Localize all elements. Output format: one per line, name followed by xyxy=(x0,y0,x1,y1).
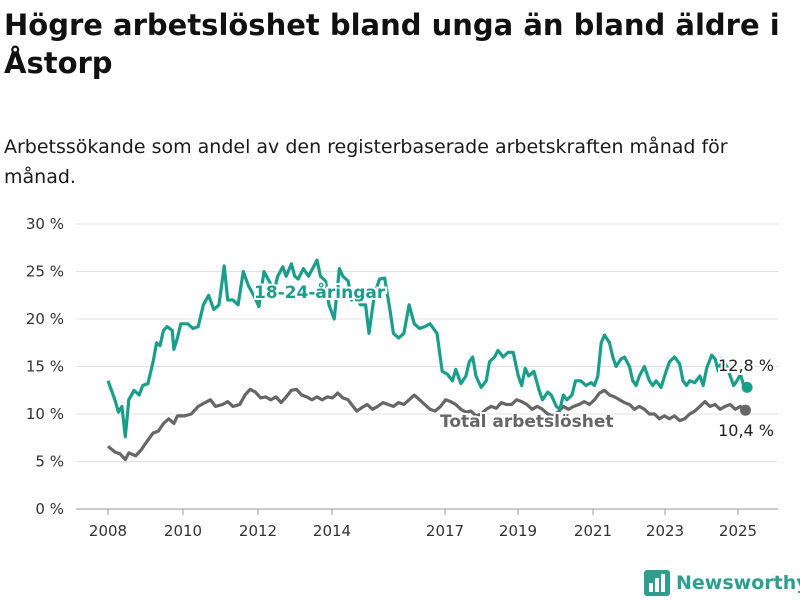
x-tick-label: 2025 xyxy=(719,522,757,540)
series-name-label: 18-24-åringar xyxy=(254,281,386,303)
brand-logo: Newsworthy xyxy=(644,568,800,598)
series-line xyxy=(106,258,748,439)
series-labels: 18-24-åringar Total arbetslöshet 12,8 % 10,… xyxy=(252,279,776,442)
x-tick-label: 2023 xyxy=(646,522,684,540)
y-tick-label: 5 % xyxy=(35,453,64,471)
y-tick-label: 15 % xyxy=(26,358,64,376)
series-name-label: Total arbetslöshet xyxy=(440,412,614,432)
x-axis: 2008 2010 2012 2014 2017 2019 2021 2023 2025 xyxy=(89,509,757,540)
chart-title: Högre arbetslöshet bland unga än bland ä… xyxy=(4,8,780,80)
y-tick-label: 25 % xyxy=(26,263,64,281)
x-tick-label: 2017 xyxy=(426,522,464,540)
x-tick-label: 2014 xyxy=(313,522,351,540)
y-tick-label: 30 % xyxy=(26,215,64,233)
series-end-point xyxy=(741,381,753,393)
x-tick-label: 2012 xyxy=(239,522,277,540)
x-tick-label: 2021 xyxy=(574,522,612,540)
chart-subtitle: Arbetssökande som andel av den registerb… xyxy=(4,136,728,188)
end-value-label: 10,4 % xyxy=(718,421,774,440)
brand-name: Newsworthy xyxy=(676,572,800,594)
series-end-point xyxy=(739,404,751,416)
x-tick-label: 2019 xyxy=(499,522,537,540)
y-tick-label: 20 % xyxy=(26,310,64,328)
gridlines xyxy=(76,223,778,510)
y-tick-label: 10 % xyxy=(26,405,64,423)
x-tick-label: 2008 xyxy=(89,522,127,540)
series-group xyxy=(106,258,753,462)
series-line xyxy=(106,387,747,462)
y-tick-label: 0 % xyxy=(35,500,64,518)
y-axis: 0 % 5 % 10 % 15 % 20 % 25 % 30 % xyxy=(26,215,64,518)
x-tick-label: 2010 xyxy=(164,522,202,540)
end-value-label: 12,8 % xyxy=(718,356,774,375)
bar-chart-logo-icon xyxy=(644,570,670,596)
